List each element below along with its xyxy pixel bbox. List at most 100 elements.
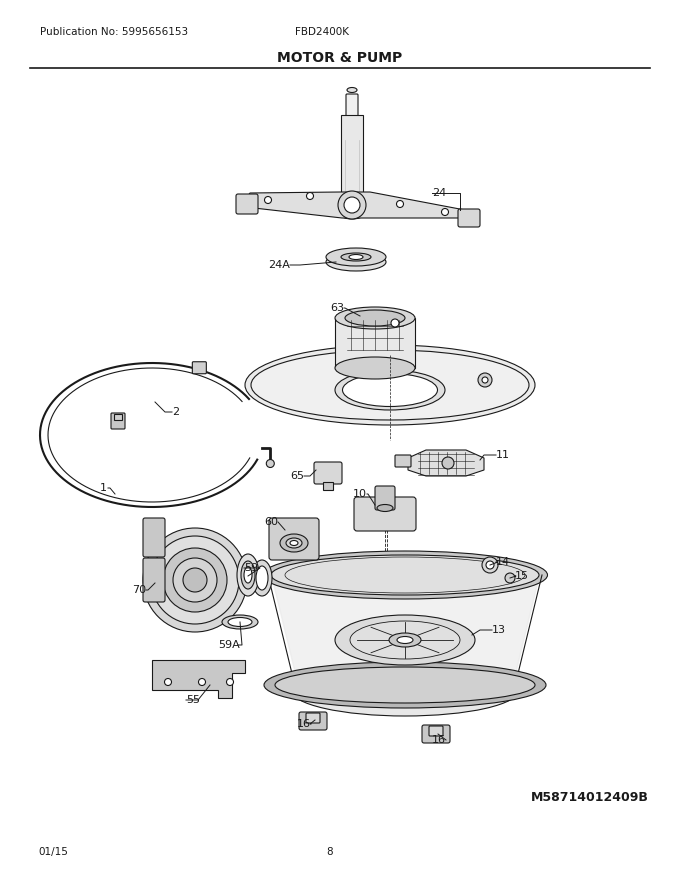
Text: 15: 15 [515,571,529,581]
Text: 13: 13 [492,625,506,635]
Circle shape [505,573,515,583]
FancyBboxPatch shape [306,713,320,723]
Circle shape [165,678,171,686]
Ellipse shape [341,253,371,261]
Ellipse shape [237,554,259,596]
Circle shape [226,678,233,686]
Text: Publication No: 5995656153: Publication No: 5995656153 [40,27,188,37]
Ellipse shape [335,307,415,329]
FancyBboxPatch shape [422,725,450,743]
Text: MOTOR & PUMP: MOTOR & PUMP [277,51,403,65]
FancyBboxPatch shape [299,712,327,730]
Circle shape [478,373,492,387]
Ellipse shape [291,664,519,716]
Circle shape [442,457,454,469]
Ellipse shape [397,636,413,643]
Text: 16: 16 [297,719,311,729]
FancyBboxPatch shape [458,209,480,227]
Ellipse shape [280,534,308,552]
Ellipse shape [244,567,252,583]
Polygon shape [152,660,245,698]
Ellipse shape [350,621,460,659]
Ellipse shape [222,615,258,629]
Circle shape [482,377,488,383]
Text: 10: 10 [353,489,367,499]
FancyBboxPatch shape [335,318,415,368]
Circle shape [307,193,313,200]
Circle shape [265,196,271,203]
Text: 1: 1 [100,483,107,493]
Text: 60: 60 [264,517,278,527]
FancyBboxPatch shape [346,94,358,146]
Text: 59A: 59A [218,640,240,650]
Text: 55: 55 [186,695,200,705]
Ellipse shape [228,618,252,627]
Circle shape [486,561,494,569]
Ellipse shape [326,248,386,266]
Text: 24A: 24A [268,260,290,270]
Circle shape [143,528,247,632]
Circle shape [482,557,498,573]
Ellipse shape [341,211,363,219]
FancyBboxPatch shape [111,413,125,429]
FancyBboxPatch shape [341,115,363,215]
Text: 01/15: 01/15 [38,847,68,857]
Ellipse shape [335,615,475,665]
Polygon shape [245,192,465,218]
FancyBboxPatch shape [354,497,416,531]
Circle shape [344,197,360,213]
Ellipse shape [264,662,546,708]
FancyBboxPatch shape [314,462,342,484]
Text: 2: 2 [172,407,179,417]
Circle shape [396,201,403,208]
Circle shape [173,558,217,602]
Ellipse shape [271,555,539,595]
Ellipse shape [256,566,268,590]
Text: 16: 16 [432,735,446,745]
Text: M58714012409B: M58714012409B [531,790,649,803]
Circle shape [163,548,227,612]
Ellipse shape [343,373,437,407]
Ellipse shape [345,310,405,326]
FancyBboxPatch shape [269,518,319,560]
Ellipse shape [251,350,529,420]
Ellipse shape [326,253,386,271]
Ellipse shape [245,345,535,425]
FancyBboxPatch shape [323,482,333,490]
Ellipse shape [377,504,393,511]
FancyBboxPatch shape [395,455,411,467]
FancyBboxPatch shape [114,414,122,420]
Text: 70: 70 [132,585,146,595]
Circle shape [391,319,399,327]
FancyBboxPatch shape [192,362,206,374]
Text: 14: 14 [496,557,510,567]
Ellipse shape [389,633,421,647]
Polygon shape [408,450,484,476]
Ellipse shape [335,357,415,379]
Text: FBD2400K: FBD2400K [295,27,349,37]
FancyBboxPatch shape [143,518,165,557]
Circle shape [183,568,207,592]
Ellipse shape [275,667,535,703]
Circle shape [151,536,239,624]
Text: 63: 63 [330,303,344,313]
Ellipse shape [262,551,547,599]
FancyBboxPatch shape [143,558,165,602]
Ellipse shape [290,540,298,546]
FancyBboxPatch shape [429,726,443,736]
Ellipse shape [349,254,363,260]
Circle shape [441,209,449,216]
Circle shape [199,678,205,686]
Ellipse shape [252,560,272,596]
Text: 8: 8 [326,847,333,857]
Circle shape [267,459,274,467]
FancyBboxPatch shape [236,194,258,214]
Circle shape [338,191,366,219]
FancyBboxPatch shape [375,486,395,510]
Ellipse shape [335,370,445,410]
Ellipse shape [347,87,357,92]
Ellipse shape [286,538,302,548]
Text: 59: 59 [244,563,258,573]
Text: 24: 24 [432,188,446,198]
Ellipse shape [285,557,525,593]
